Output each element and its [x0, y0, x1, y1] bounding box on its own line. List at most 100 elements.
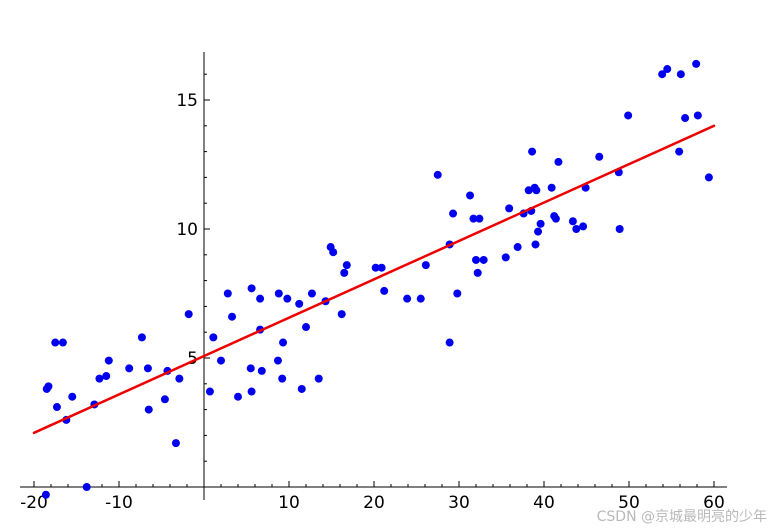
- data-point: [469, 214, 478, 223]
- data-point: [234, 392, 242, 401]
- regression-line: [32, 124, 716, 435]
- x-tick-label: 50: [618, 493, 640, 513]
- data-point: [297, 384, 306, 393]
- data-point: [295, 299, 304, 308]
- data-point: [475, 214, 484, 223]
- data-point: [143, 364, 152, 373]
- data-point: [536, 219, 545, 228]
- x-axis: -20 -10 10 20 30 40 50 60: [20, 481, 727, 513]
- data-point: [223, 289, 232, 298]
- data-point: [681, 114, 690, 123]
- data-point: [371, 263, 380, 272]
- data-point: [595, 152, 604, 161]
- data-point: [403, 294, 412, 303]
- data-point: [171, 439, 180, 448]
- data-point: [314, 374, 323, 383]
- data-point: [175, 374, 184, 383]
- data-point: [547, 183, 556, 192]
- data-point: [51, 338, 60, 347]
- data-point: [102, 372, 111, 381]
- data-point: [257, 366, 266, 375]
- data-point: [551, 214, 560, 223]
- x-tick-label: 30: [448, 493, 470, 513]
- data-point: [342, 261, 351, 270]
- data-point: [473, 268, 482, 277]
- data-point: [82, 483, 91, 491]
- data-point: [246, 364, 255, 373]
- data-point: [445, 338, 454, 347]
- data-point: [421, 261, 430, 270]
- x-tick-label: 40: [533, 493, 555, 513]
- data-point: [693, 111, 702, 120]
- data-point: [528, 147, 537, 156]
- data-point: [531, 240, 540, 249]
- data-point: [663, 65, 672, 74]
- y-tick-label: 5: [187, 349, 198, 369]
- data-point: [302, 323, 310, 332]
- data-point: [44, 382, 53, 391]
- data-point: [340, 268, 349, 277]
- data-point: [579, 222, 588, 231]
- data-point: [676, 70, 685, 79]
- data-point: [184, 310, 193, 319]
- data-point: [568, 217, 577, 226]
- data-point: [217, 356, 225, 365]
- data-point: [95, 374, 104, 383]
- data-point: [532, 186, 541, 195]
- data-point: [453, 289, 462, 298]
- data-point: [273, 356, 282, 365]
- data-point: [283, 294, 292, 303]
- data-point: [501, 253, 510, 262]
- data-point: [449, 209, 458, 218]
- data-point: [337, 310, 346, 319]
- data-point: [247, 284, 256, 293]
- data-point: [466, 191, 475, 200]
- data-point: [572, 225, 581, 233]
- data-point: [278, 374, 287, 383]
- data-point: [554, 157, 563, 166]
- data-point: [658, 70, 667, 79]
- data-point: [692, 59, 701, 68]
- data-point: [416, 294, 425, 303]
- data-point: [624, 111, 633, 120]
- data-point: [675, 147, 684, 156]
- data-point: [228, 312, 237, 321]
- regression-line-group: [32, 124, 716, 435]
- data-point: [41, 490, 50, 499]
- data-point: [279, 338, 288, 347]
- data-point: [68, 392, 77, 401]
- data-point: [505, 204, 514, 213]
- data-point: [52, 403, 61, 412]
- x-tick-label: 20: [363, 493, 385, 513]
- data-points: [41, 59, 713, 499]
- data-point: [137, 333, 146, 342]
- data-point: [472, 255, 480, 264]
- data-point: [104, 356, 113, 365]
- data-point: [479, 255, 488, 264]
- data-point: [329, 248, 338, 257]
- data-point: [209, 333, 218, 342]
- y-tick-label: 15: [176, 91, 198, 111]
- x-tick-label: -20: [20, 493, 48, 513]
- data-point: [58, 338, 67, 347]
- data-point: [534, 227, 543, 236]
- watermark-text: CSDN @京城最明亮的少年: [596, 509, 767, 525]
- data-point: [433, 170, 442, 179]
- data-point: [380, 286, 389, 295]
- data-point: [160, 395, 169, 404]
- data-point: [307, 289, 316, 298]
- data-point: [205, 387, 214, 396]
- data-point: [513, 243, 522, 252]
- y-tick-label: 10: [176, 220, 198, 240]
- data-point: [125, 364, 134, 373]
- x-tick-label: 10: [278, 493, 300, 513]
- data-point: [247, 387, 256, 396]
- data-point: [274, 289, 283, 298]
- data-point: [377, 263, 386, 272]
- x-tick-label: -10: [105, 493, 133, 513]
- data-point: [704, 173, 713, 182]
- data-point: [615, 225, 624, 233]
- x-tick-label: 60: [703, 493, 725, 513]
- data-point: [144, 405, 153, 414]
